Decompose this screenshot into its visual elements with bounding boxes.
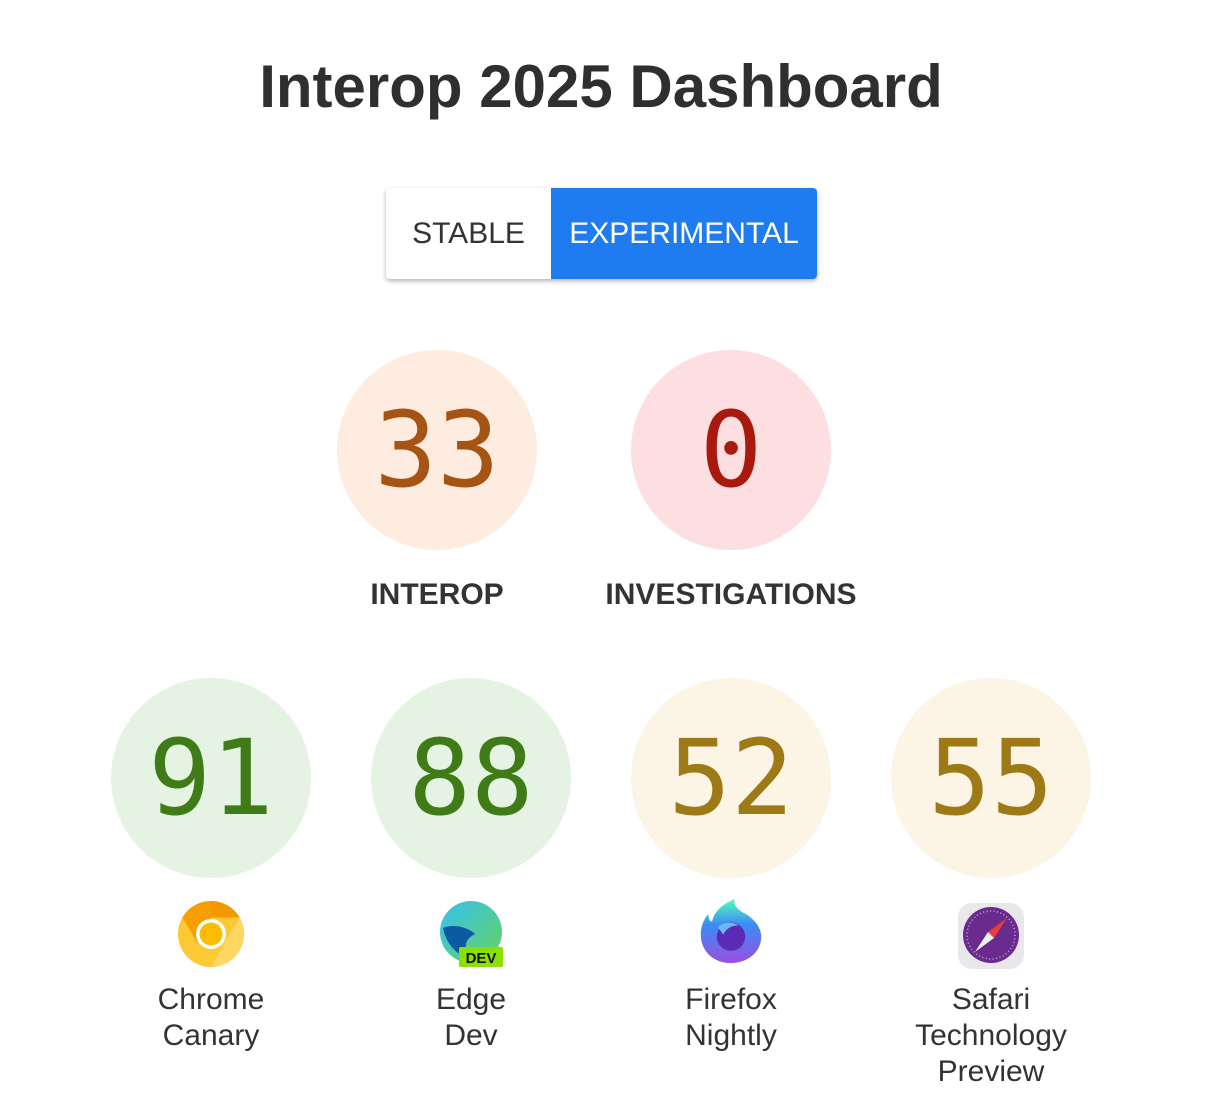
name-line: Chrome <box>157 983 265 1016</box>
browser-name-edge-dev: Edge Dev <box>351 982 591 1054</box>
safari-technology-preview-icon <box>958 903 1024 969</box>
name-line: Firefox <box>685 983 777 1016</box>
page-title: Interop 2025 Dashboard <box>259 53 943 120</box>
chrome-canary-icon <box>178 901 245 967</box>
interop-label: INTEROP <box>370 578 504 611</box>
firefox-nightly-icon <box>700 898 762 964</box>
stable-toggle-button[interactable]: STABLE <box>386 188 551 279</box>
experimental-toggle-button[interactable]: EXPERIMENTAL <box>551 188 817 279</box>
browser-name-safari-tp: Safari Technology Preview <box>871 982 1111 1090</box>
name-line: Edge <box>435 983 507 1016</box>
browser-name-firefox-nightly: Firefox Nightly <box>611 982 851 1054</box>
name-line: Safari <box>951 983 1031 1016</box>
interop-score-circle: 33 <box>337 350 537 550</box>
safari-tp-score: 55 <box>891 678 1091 878</box>
name-line: Preview <box>937 1055 1045 1088</box>
chrome-canary-score: 91 <box>111 678 311 878</box>
edge-dev-icon: DEV <box>440 901 503 967</box>
channel-toggle: STABLE EXPERIMENTAL <box>386 188 817 279</box>
investigations-score-circle: 0 <box>631 350 831 550</box>
browser-name-chrome-canary: Chrome Canary <box>91 982 331 1054</box>
firefox-nightly-score: 52 <box>631 678 831 878</box>
name-line: Dev <box>444 1019 498 1052</box>
edge-dev-score: 88 <box>371 678 571 878</box>
name-line: Canary <box>162 1019 260 1052</box>
edge-dev-badge: DEV <box>466 950 497 967</box>
investigations-label: INVESTIGATIONS <box>605 578 857 611</box>
name-line: Technology <box>915 1019 1067 1052</box>
name-line: Nightly <box>685 1019 777 1052</box>
